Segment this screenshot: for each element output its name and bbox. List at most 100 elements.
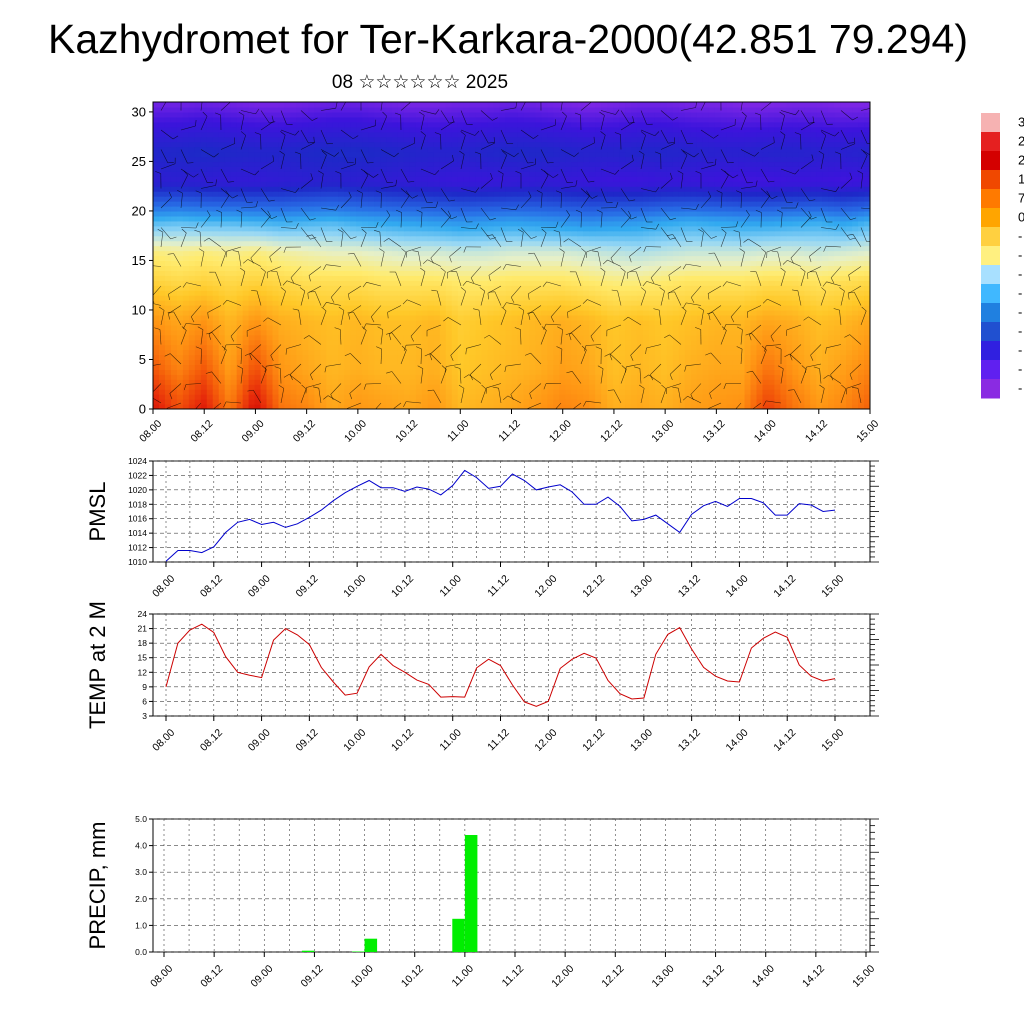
heatmap-cell (451, 305, 459, 311)
heatmap-cell (158, 275, 166, 281)
heatmap-cell (720, 220, 728, 227)
heatmap-cell (565, 379, 572, 385)
heatmap-cell (541, 394, 548, 400)
heatmap-cell (577, 389, 584, 395)
heatmap-cell (338, 364, 345, 370)
heatmap-cell (374, 364, 381, 370)
heatmap-cell (636, 404, 644, 409)
heatmap-cell (517, 394, 525, 400)
heatmap-cell (194, 339, 202, 346)
heatmap-cell (846, 314, 853, 321)
heatmap-cell (720, 359, 728, 366)
heatmap-cell (332, 275, 339, 281)
heatmap-cell (415, 300, 423, 306)
heatmap-cell (409, 379, 417, 385)
heatmap-cell (744, 379, 752, 385)
heatmap-cell (332, 349, 339, 356)
heatmap-cell (493, 389, 501, 395)
heatmap-cell (601, 305, 608, 311)
heatmap-cell (846, 369, 853, 375)
heatmap-cell (690, 309, 698, 316)
heatmap-cell (206, 394, 214, 400)
heatmap-cell (236, 314, 244, 321)
heatmap-cell (164, 215, 172, 222)
heatmap-cell (702, 399, 710, 405)
heatmap-cell (595, 285, 602, 291)
heatmap-cell (427, 295, 435, 301)
heatmap-cell (260, 394, 268, 400)
heatmap-cell (619, 329, 626, 336)
heatmap-cell (577, 334, 584, 341)
heatmap-cell (463, 240, 471, 247)
heatmap-cell (631, 319, 638, 326)
heatmap-cell (690, 295, 698, 301)
heatmap-cell (571, 275, 578, 281)
heatmap-cell (224, 255, 232, 262)
heatmap-cell (636, 270, 644, 276)
heatmap-cell (750, 404, 758, 409)
heatmap-cell (451, 220, 459, 227)
heatmap-cell (356, 245, 363, 252)
heatmap-cell (571, 235, 578, 242)
heatmap-cell (397, 255, 405, 262)
heatmap-cell (738, 280, 746, 286)
heatmap-cell (642, 210, 650, 217)
heatmap-cell (589, 384, 596, 390)
heatmap-cell (696, 309, 704, 316)
heatmap-cell (726, 255, 734, 262)
heatmap-cell (529, 394, 536, 400)
heatmap-cell (708, 290, 716, 296)
heatmap-cell (350, 319, 357, 326)
heatmap-cell (242, 399, 250, 405)
heatmap-cell (631, 329, 638, 336)
heatmap-cell (248, 250, 256, 257)
heatmap-cell (224, 305, 232, 311)
heatmap-cell (613, 404, 620, 409)
heatmap-cell (230, 309, 238, 316)
heatmap-cell (350, 339, 357, 346)
heatmap-cell (583, 265, 590, 271)
heatmap-cell (356, 305, 363, 311)
heatmap-cell (846, 295, 853, 301)
heatmap-cell (750, 205, 758, 212)
heatmap-cell (493, 329, 501, 336)
heatmap-cell (583, 305, 590, 311)
heatmap-cell (750, 364, 758, 370)
heatmap-cell (200, 255, 208, 262)
heatmap-cell (368, 270, 375, 276)
heatmap-cell (499, 359, 507, 366)
page-subtitle: 08 ☆☆☆☆☆☆ 2025 (331, 72, 509, 93)
page-title: Kazhydromet for Ter-Karkara-2000(42.851 … (48, 16, 968, 62)
heatmap-cell (182, 270, 190, 276)
heatmap-cell (386, 309, 393, 316)
heatmap-cell (834, 394, 841, 400)
heatmap-cell (296, 290, 303, 296)
heatmap-cell (218, 201, 226, 207)
heatmap-cell (756, 275, 764, 281)
heatmap-cell (254, 374, 262, 380)
heatmap-cell (439, 389, 447, 395)
heatmap-cell (834, 324, 841, 331)
heatmap-cell (523, 240, 531, 247)
heatmap-cell (642, 339, 650, 346)
heatmap-cell (780, 374, 787, 380)
heatmap-cell (768, 270, 775, 276)
heatmap-cell (320, 334, 327, 341)
heatmap-cell (236, 339, 244, 346)
heatmap-cell (392, 235, 399, 242)
heatmap-cell (194, 314, 202, 321)
heatmap-cell (254, 245, 262, 252)
heatmap-cell (840, 235, 847, 242)
heatmap-cell (332, 215, 339, 222)
heatmap-cell (541, 220, 548, 227)
heatmap-cell (816, 240, 823, 247)
heatmap-cell (828, 364, 835, 370)
heatmap-cell (182, 240, 190, 247)
heatmap-cell (158, 384, 166, 390)
heatmap-cell (768, 220, 775, 227)
heatmap-cell (523, 359, 531, 366)
heatmap-cell (433, 290, 441, 296)
heatmap-cell (523, 205, 531, 212)
heatmap-cell (553, 255, 560, 262)
heatmap-cell (577, 205, 584, 212)
